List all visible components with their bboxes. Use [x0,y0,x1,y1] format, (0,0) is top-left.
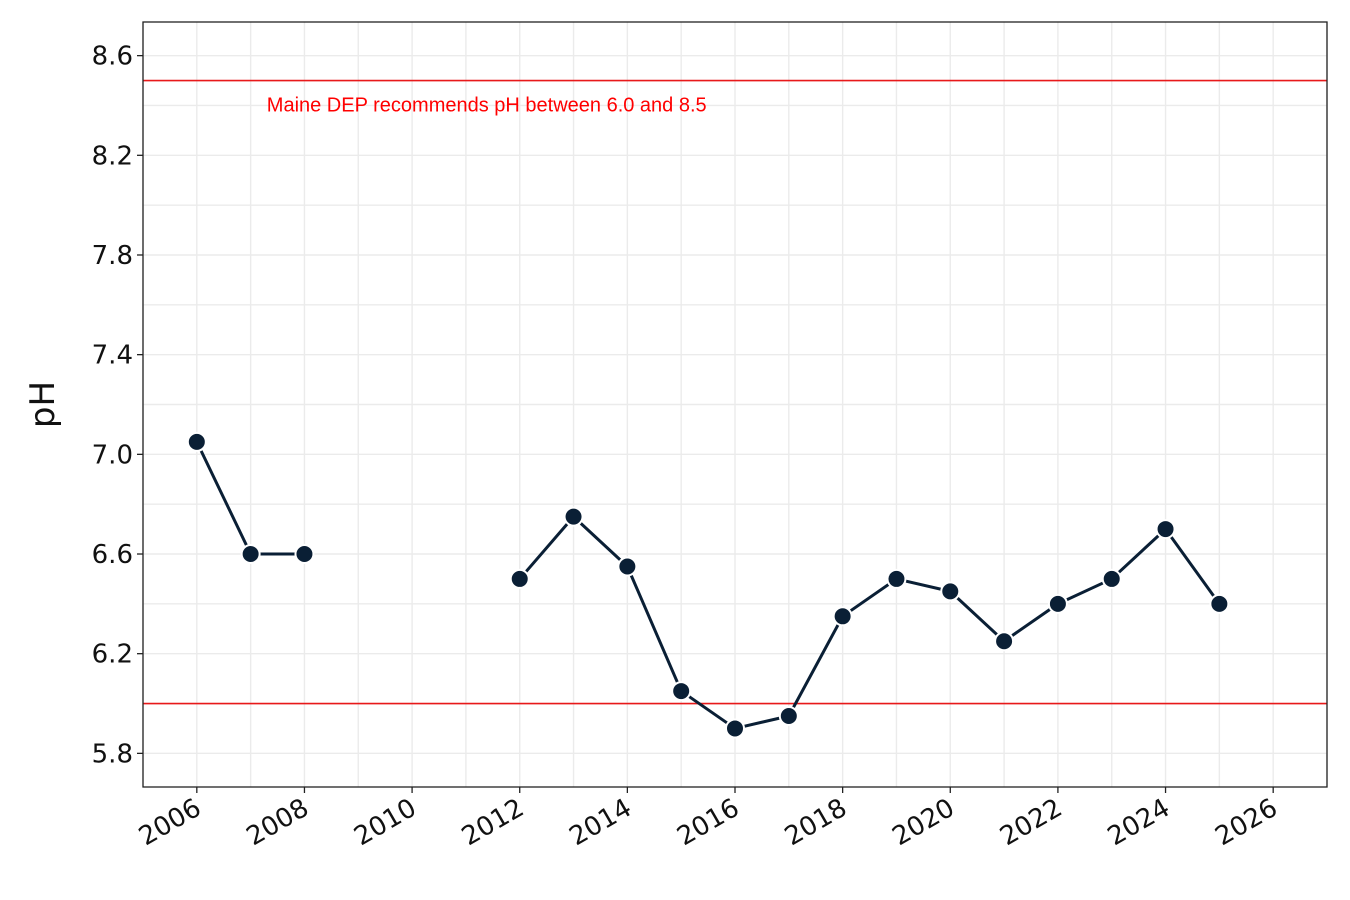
x-tick-label: 2006 [134,793,206,852]
x-tick-label: 2016 [672,793,744,852]
y-tick-label: 8.6 [92,42,133,72]
y-tick-label: 6.2 [92,640,133,670]
x-tick-label: 2012 [457,793,529,852]
x-axis: 2006 2008 2010 2012 2014 2016 2018 2020 2022 2024… [134,787,1283,852]
reference-lines [143,79,1327,705]
grid-lines [142,22,1328,787]
data-point [563,506,584,527]
data-point [832,606,853,627]
series-line [518,515,1221,730]
data-point [186,431,207,452]
data-point [994,631,1015,652]
y-tick-label: 7.4 [92,341,133,371]
reference-annotation: Maine DEP recommends pH between 6.0 and … [267,94,707,116]
y-tick-label: 7.8 [92,241,133,271]
data-point [240,544,261,565]
data-point [940,581,961,602]
x-tick-label: 2014 [565,793,637,852]
data-point [1209,593,1230,614]
y-tick-label: 5.8 [92,739,133,769]
x-tick-label: 2020 [887,793,959,852]
y-tick-label: 8.2 [92,141,133,171]
data-point [671,681,692,702]
y-axis: 5.8 6.2 6.6 7.0 7.4 7.8 8.2 8.6 [92,42,143,769]
data-point [617,556,638,577]
data-point [1047,593,1068,614]
x-tick-label: 2008 [242,793,314,852]
data-point [778,705,799,726]
x-tick-label: 2024 [1103,793,1175,852]
x-tick-label: 2022 [995,793,1067,852]
data-point [294,544,315,565]
data-point [886,568,907,589]
y-tick-label: 7.0 [92,440,133,470]
data-point [1101,568,1122,589]
x-tick-label: 2018 [780,793,852,852]
y-axis-label: pH [23,381,63,428]
x-tick-label: 2026 [1210,793,1282,852]
x-tick-label: 2010 [349,793,421,852]
data-point [725,718,745,739]
data-series [186,431,1230,739]
y-tick-label: 6.6 [92,540,133,570]
data-point [1155,519,1176,540]
data-point [509,568,530,589]
